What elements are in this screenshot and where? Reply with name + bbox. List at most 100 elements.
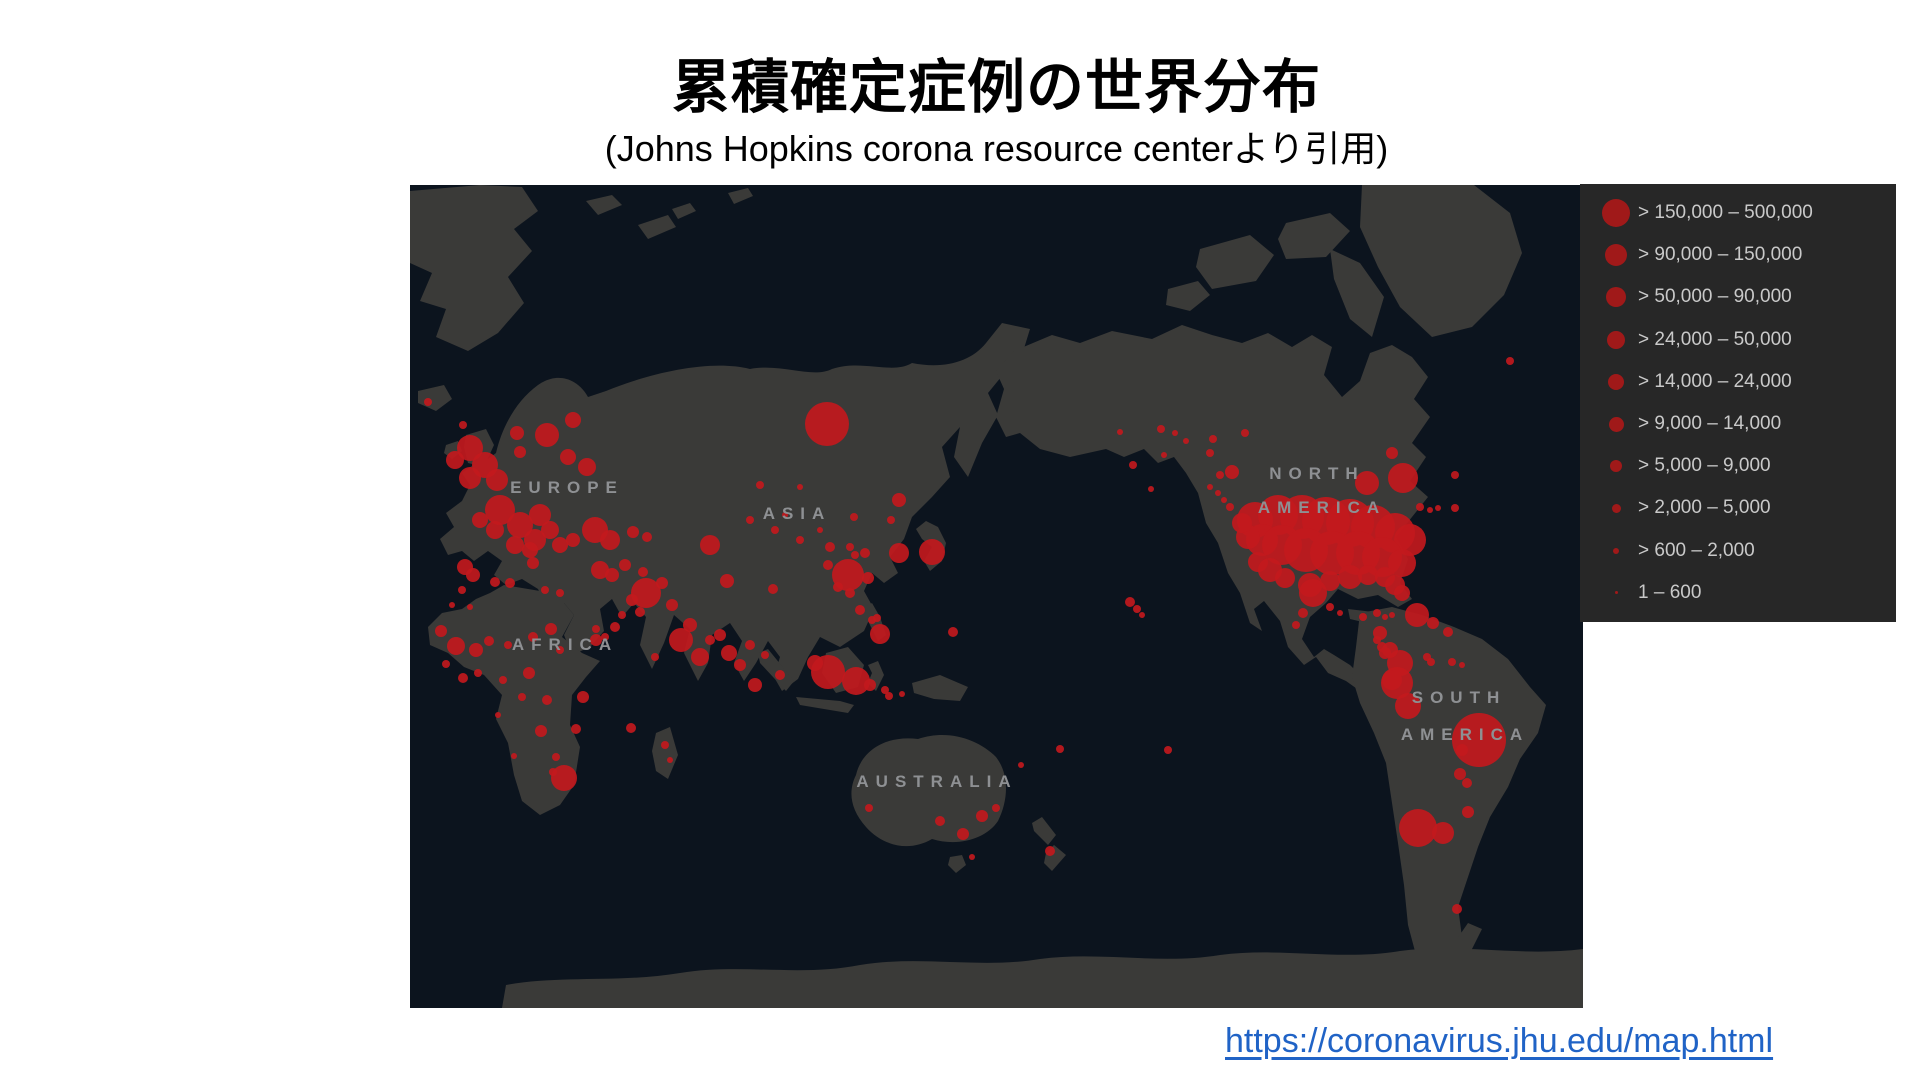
case-dots-layer [424,357,1514,914]
case-dot [1373,609,1381,617]
legend-dot-cell [1594,287,1638,308]
case-dot [745,640,755,650]
case-dot [495,712,501,718]
case-dot [551,765,577,791]
case-dot [522,542,538,558]
case-dot [535,725,547,737]
legend-row: > 24,000 – 50,000 [1594,322,1896,358]
case-dot [446,451,464,469]
legend-size-dot [1606,287,1626,308]
case-dot [499,676,507,684]
legend-size-dot [1605,244,1627,267]
case-dot [850,513,858,521]
case-dot [1427,617,1439,629]
case-dot [833,582,843,592]
legend-dot-cell [1594,199,1638,228]
source-url-link[interactable]: https://coronavirus.jhu.edu/map.html [1225,1022,1774,1060]
case-dot [1172,430,1178,436]
page-title: 累積確定症例の世界分布 [671,55,1321,120]
case-dot [823,560,833,570]
case-dot [1056,745,1064,753]
legend-row: 1 – 600 [1594,575,1896,611]
case-dot [1388,549,1416,577]
case-dot [1382,614,1388,620]
case-dot [1183,438,1189,444]
map-legend: > 150,000 – 500,000 > 90,000 – 150,000 > 5… [1580,184,1896,622]
case-dot [514,446,526,458]
case-dot [1358,565,1378,585]
case-dot [535,423,559,447]
case-dot [669,628,693,652]
legend-dot-cell [1594,460,1638,473]
case-dot [1506,357,1514,365]
continent-label: AUSTRALIA [856,772,1017,791]
legend-size-dot [1608,416,1624,432]
case-dot [1394,524,1426,556]
case-dot [485,495,515,525]
case-dot [457,435,483,461]
legend-range-label: 1 – 600 [1638,581,1702,603]
case-dot [1373,626,1387,640]
case-dot [683,618,697,632]
case-dot [591,561,609,579]
case-dot [1299,579,1327,607]
legend-dot-cell [1594,244,1638,267]
case-dot [435,625,447,637]
legend-size-dot [1607,330,1625,349]
case-dot [506,536,524,554]
case-dot [1416,503,1424,511]
case-dot [775,670,785,680]
legend-range-label: > 150,000 – 500,000 [1638,202,1813,224]
case-dot [449,602,455,608]
legend-size-dot [1611,503,1621,513]
case-dot [976,810,988,822]
legend-dot-cell [1594,591,1638,595]
legend-dot-cell [1594,503,1638,513]
case-dot [619,559,631,571]
case-dot [510,426,524,440]
legend-range-label: > 90,000 – 150,000 [1638,244,1803,266]
legend-dot-cell [1594,330,1638,349]
case-dot [796,536,804,544]
case-dot [881,686,889,694]
case-dot [484,636,494,646]
case-dot [527,557,539,569]
case-dot [700,535,720,555]
case-dot [1459,662,1465,668]
case-dot [571,724,581,734]
case-dot [1394,585,1410,601]
case-dot [768,584,778,594]
page-subtitle: (Johns Hopkins corona resource centerより引… [604,128,1389,169]
case-dot [474,669,482,677]
case-dot [469,643,483,657]
case-dot [1432,822,1454,844]
case-dot [868,616,876,624]
continent-label: EUROPE [510,478,624,497]
case-dot [1423,653,1431,661]
case-dot [1164,746,1172,754]
case-dot [1389,612,1395,618]
legend-row: > 14,000 – 24,000 [1594,364,1896,400]
case-dot [1386,447,1398,459]
case-dot [1117,429,1123,435]
legend-size-dot [1613,547,1619,554]
case-dot [805,402,849,446]
case-dot [691,648,709,666]
case-dot [556,589,564,597]
case-dot [782,512,788,518]
world-map: EUROPE ASIA NORTH AMERICA AFRICA AUSTRALIA SOU… [410,185,1583,1008]
legend-range-label: > 14,000 – 24,000 [1638,370,1792,392]
case-dot [578,458,596,476]
case-dot [1452,904,1462,914]
land-arctic-islands [586,188,753,239]
case-dot [1125,597,1135,607]
case-dot [1405,603,1429,627]
case-dot [1157,425,1165,433]
case-dot [505,578,515,588]
land-north-america [996,325,1430,703]
legend-range-label: > 2,000 – 5,000 [1638,497,1771,519]
case-dot [705,635,715,645]
case-dot [864,679,876,691]
case-dot [1139,612,1145,618]
case-dot [1275,568,1295,588]
